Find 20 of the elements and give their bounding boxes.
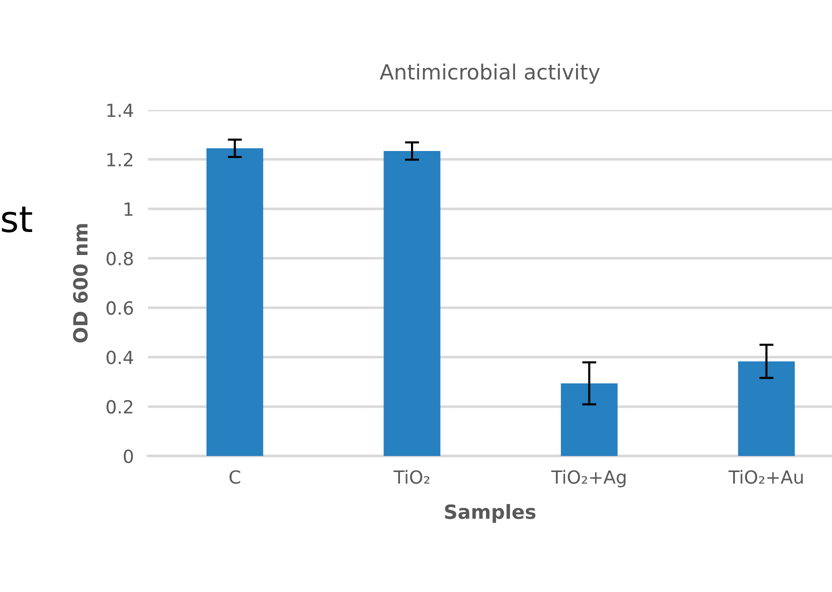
y-tick-label: 0.2: [106, 400, 132, 414]
bar: [738, 361, 795, 456]
bar: [206, 148, 264, 456]
x-tick-label: C: [230, 470, 240, 484]
y-tick-label: 0: [124, 449, 133, 464]
bar: [560, 383, 618, 456]
y-axis-title: OD 600 nm: [73, 224, 88, 342]
y-tick-label: 0.6: [106, 301, 133, 315]
y-tick-label: 1: [124, 202, 132, 216]
y-tick-label: 1.2: [107, 152, 132, 166]
y-tick-label: 0.4: [106, 350, 134, 364]
y-tick-label: 1.4: [107, 104, 134, 117]
x-tick-label: TiO₂+Ag: [551, 470, 626, 488]
x-tick-label: TiO₂+Au: [728, 470, 803, 484]
y-tick-label: 0.8: [106, 252, 133, 266]
x-tick-label: TiO₂: [394, 470, 430, 484]
text: st: [2, 206, 32, 232]
chart-title: Antimicrobial activity: [380, 64, 600, 84]
bar: [384, 151, 440, 456]
x-axis-title: Samples: [445, 504, 536, 523]
